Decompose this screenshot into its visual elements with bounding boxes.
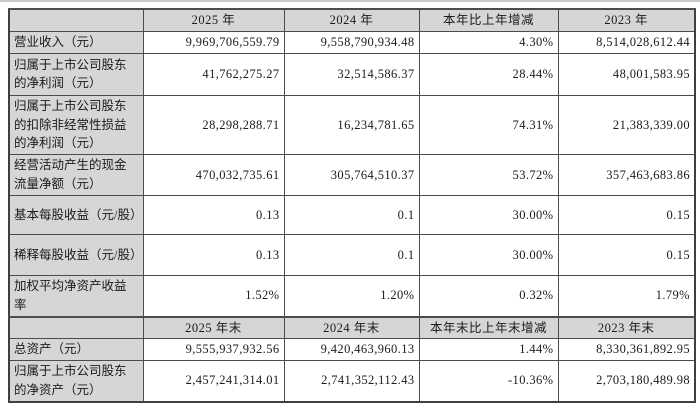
value-cell: 0.13 (142, 195, 285, 235)
value-cell: 305,764,510.37 (283, 154, 420, 196)
value-cell: 2,703,180,489.98 (557, 360, 696, 402)
value-cell: 1.44% (418, 338, 559, 361)
value-cell: 0.15 (557, 234, 696, 276)
row-label-cell: 加权平均净资产收益率 (8, 275, 144, 317)
value-cell: 1.20% (283, 275, 420, 317)
table-header-row: 2025 年末 2024 年末 本年末比上年末增减 2023 年末 (8, 315, 696, 340)
row-label-cell: 归属于上市公司股东的净资产（元） (8, 360, 144, 402)
value-cell: 9,969,706,559.79 (142, 30, 285, 54)
row-label-cell: 基本每股收益（元/股） (8, 195, 144, 235)
value-cell: 9,558,790,934.48 (283, 30, 420, 54)
value-cell: 28,298,288.71 (142, 94, 285, 156)
column-header: 2023 年 (557, 7, 696, 32)
header-corner-cell (8, 315, 144, 340)
value-cell: 470,032,735.61 (142, 154, 285, 196)
value-cell: 8,514,028,612.44 (557, 30, 696, 54)
value-cell: 53.72% (418, 154, 559, 196)
value-cell: 1.52% (142, 275, 285, 317)
value-cell: 16,234,781.65 (283, 94, 420, 156)
value-cell: 1.79% (557, 275, 696, 317)
row-label-cell: 稀释每股收益（元/股） (8, 234, 144, 276)
top-divider-line (0, 0, 700, 2)
table-header-row: 2025 年 2024 年本年比上年增减 2023 年 (8, 7, 696, 32)
value-cell: 9,420,463,960.13 (283, 338, 420, 361)
value-cell: 357,463,683.86 (557, 154, 696, 196)
column-header: 2023 年末 (557, 315, 696, 340)
table-row: 经营活动产生的现金流量净额（元） 470,032,735.61 305,764,51… (8, 154, 696, 196)
table-row: 总资产（元） 9,555,937,932.56 9,420,463,960.13 1.… (8, 338, 696, 361)
column-header: 2024 年 (283, 7, 420, 32)
value-cell: 0.1 (283, 234, 420, 276)
value-cell: 32,514,586.37 (283, 52, 420, 96)
value-cell: -10.36% (418, 360, 559, 402)
value-cell: 21,383,339.00 (557, 94, 696, 156)
table-row: 稀释每股收益（元/股） 0.13 0.1 30.00% 0.15 (8, 234, 696, 276)
value-cell: 8,330,361,892.95 (557, 338, 696, 361)
row-label-cell: 总资产（元） (8, 338, 144, 361)
value-cell: 28.44% (418, 52, 559, 96)
table-row: 归属于上市公司股东的扣除非经常性损益的净利润（元） 28,298,288.71 16… (8, 94, 696, 156)
table-row: 基本每股收益（元/股） 0.13 0.1 30.00% 0.15 (8, 195, 696, 235)
value-cell: 0.15 (557, 195, 696, 235)
column-header: 2025 年末 (142, 315, 285, 340)
value-cell: 0.13 (142, 234, 285, 276)
value-cell: 2,457,241,314.01 (142, 360, 285, 402)
value-cell: 30.00% (418, 195, 559, 235)
column-header: 本年末比上年末增减 (418, 315, 559, 340)
value-cell: 0.1 (283, 195, 420, 235)
value-cell: 41,762,275.27 (142, 52, 285, 96)
row-label-cell: 归属于上市公司股东的净利润（元） (8, 52, 144, 96)
column-header: 2024 年末 (283, 315, 420, 340)
row-label-cell: 经营活动产生的现金流量净额（元） (8, 154, 144, 196)
table-row: 营业收入（元） 9,969,706,559.79 9,558,790,934.48 4… (8, 30, 696, 54)
row-label-cell: 归属于上市公司股东的扣除非经常性损益的净利润（元） (8, 94, 144, 156)
value-cell: 74.31% (418, 94, 559, 156)
value-cell: 48,001,583.95 (557, 52, 696, 96)
value-cell: 30.00% (418, 234, 559, 276)
column-header: 本年比上年增减 (418, 7, 559, 32)
value-cell: 0.32% (418, 275, 559, 317)
value-cell: 2,741,352,112.43 (283, 360, 420, 402)
value-cell: 9,555,937,932.56 (142, 338, 285, 361)
header-corner-cell (8, 7, 144, 32)
table-row: 加权平均净资产收益率 1.52% 1.20% 0.32% 1.79% (8, 275, 696, 317)
financial-summary-table: 2025 年 2024 年本年比上年增减 2023 年营业收入（元） 9,969,70… (8, 7, 696, 403)
table-row: 归属于上市公司股东的净利润（元） 41,762,275.27 32,514,586.… (8, 52, 696, 96)
column-header: 2025 年 (142, 7, 285, 32)
row-label-cell: 营业收入（元） (8, 30, 144, 54)
table-row: 归属于上市公司股东的净资产（元） 2,457,241,314.01 2,741,35… (8, 360, 696, 402)
value-cell: 4.30% (418, 30, 559, 54)
